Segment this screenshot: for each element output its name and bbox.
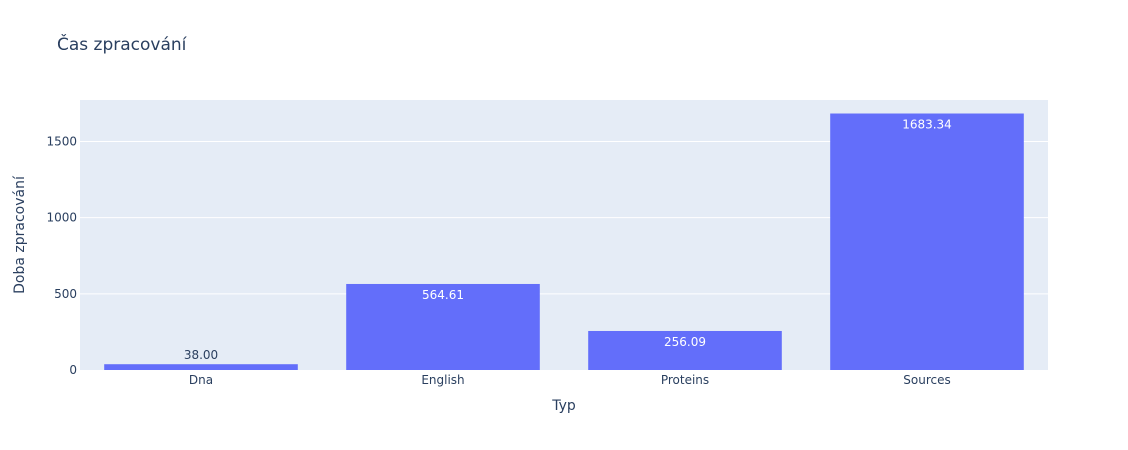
bar-sources: [830, 113, 1024, 370]
bar-value-label: 38.00: [184, 348, 218, 362]
bar-value-label: 564.61: [422, 288, 464, 302]
y-axis-ticks: 0 500 1000 1500: [46, 134, 77, 377]
bar-value-label: 256.09: [664, 335, 706, 349]
y-tick-label: 1500: [46, 134, 77, 148]
x-tick-label: Sources: [903, 373, 950, 387]
y-axis-title: Doba zpracování: [12, 175, 28, 294]
x-axis-ticks: Dna English Proteins Sources: [189, 373, 951, 387]
x-tick-label: English: [421, 373, 464, 387]
bar-value-labels: 38.00 564.61 256.09 1683.34: [184, 118, 952, 363]
bars: [104, 113, 1024, 370]
y-tick-label: 0: [69, 363, 77, 377]
bar-value-label: 1683.34: [902, 118, 952, 132]
y-tick-label: 500: [54, 287, 77, 301]
chart-title: Čas zpracování: [57, 33, 188, 55]
x-tick-label: Dna: [189, 373, 213, 387]
y-tick-label: 1000: [46, 211, 77, 225]
x-axis-title: Typ: [551, 398, 576, 414]
bar-dna: [104, 364, 298, 370]
bar-proteins: [588, 330, 782, 370]
x-tick-label: Proteins: [661, 373, 709, 387]
bar-english: [346, 283, 540, 370]
